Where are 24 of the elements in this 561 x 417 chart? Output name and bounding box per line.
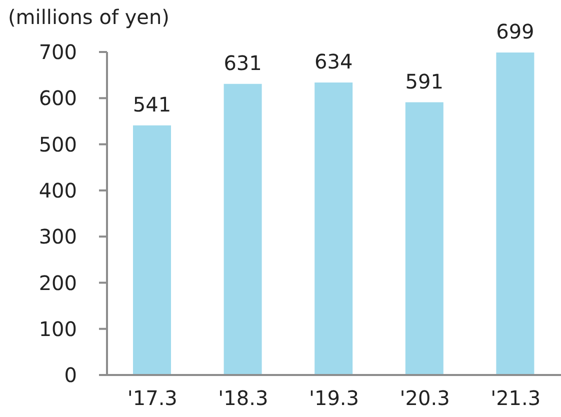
bar — [224, 84, 262, 375]
bar — [496, 52, 534, 375]
data-label: 631 — [224, 50, 262, 75]
y-tick-label: 300 — [38, 224, 77, 249]
x-tick-label: '20.3 — [400, 386, 450, 410]
x-tick-label: '21.3 — [490, 386, 541, 410]
y-tick-label: 400 — [38, 178, 77, 203]
x-tick-label: '19.3 — [308, 386, 360, 410]
data-label: 634 — [314, 49, 353, 74]
bar — [133, 125, 171, 375]
bar — [314, 82, 353, 375]
y-tick-label: 500 — [38, 132, 77, 156]
y-tick-label: 100 — [38, 316, 77, 341]
x-tick-label: '17.3 — [127, 386, 178, 410]
x-tick-label: '18.3 — [218, 386, 268, 410]
y-tick-label: 200 — [38, 270, 77, 295]
y-axis-title: (millions of yen) — [8, 5, 170, 29]
data-label: 591 — [405, 69, 444, 94]
y-tick-label: 700 — [38, 40, 77, 64]
y-tick-label: 0 — [64, 363, 77, 388]
data-label: 541 — [132, 92, 172, 116]
y-tick-label: 600 — [38, 86, 77, 110]
bar — [405, 102, 444, 375]
data-label: 699 — [496, 19, 534, 44]
